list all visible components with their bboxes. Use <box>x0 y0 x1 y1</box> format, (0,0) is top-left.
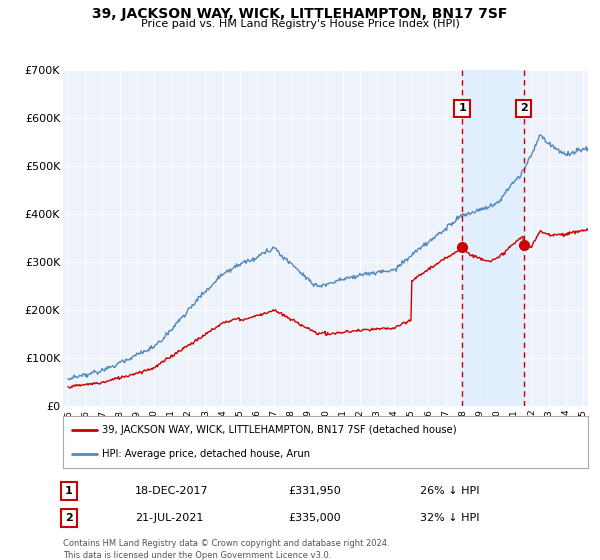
Text: 2: 2 <box>65 513 73 523</box>
Text: £335,000: £335,000 <box>288 513 341 523</box>
Text: 1: 1 <box>458 104 466 113</box>
Text: 39, JACKSON WAY, WICK, LITTLEHAMPTON, BN17 7SF (detached house): 39, JACKSON WAY, WICK, LITTLEHAMPTON, BN… <box>103 424 457 435</box>
Text: 32% ↓ HPI: 32% ↓ HPI <box>420 513 479 523</box>
Text: 18-DEC-2017: 18-DEC-2017 <box>135 486 209 496</box>
Text: Contains HM Land Registry data © Crown copyright and database right 2024.
This d: Contains HM Land Registry data © Crown c… <box>63 539 389 559</box>
Text: £331,950: £331,950 <box>288 486 341 496</box>
Bar <box>462 70 524 406</box>
Text: 26% ↓ HPI: 26% ↓ HPI <box>420 486 479 496</box>
Text: 39, JACKSON WAY, WICK, LITTLEHAMPTON, BN17 7SF: 39, JACKSON WAY, WICK, LITTLEHAMPTON, BN… <box>92 7 508 21</box>
Text: Price paid vs. HM Land Registry's House Price Index (HPI): Price paid vs. HM Land Registry's House … <box>140 19 460 29</box>
Text: 1: 1 <box>65 486 73 496</box>
Text: HPI: Average price, detached house, Arun: HPI: Average price, detached house, Arun <box>103 449 311 459</box>
Text: 2: 2 <box>520 104 527 113</box>
Text: 21-JUL-2021: 21-JUL-2021 <box>135 513 203 523</box>
